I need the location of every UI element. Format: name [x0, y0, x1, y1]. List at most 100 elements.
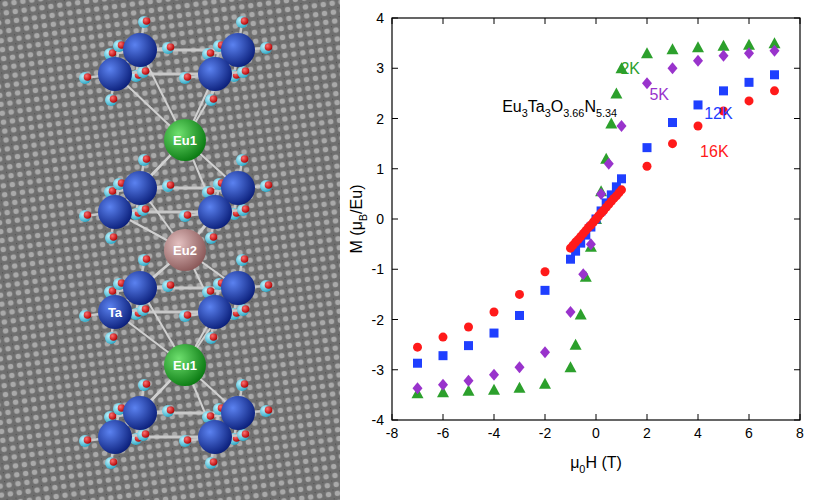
- anion: [138, 154, 150, 166]
- data-point: [694, 122, 703, 131]
- anion: [237, 204, 249, 216]
- anion: [105, 457, 117, 469]
- data-point: [668, 139, 677, 148]
- y-tick-right: [794, 219, 800, 220]
- x-tick-label: -2: [539, 425, 552, 441]
- y-tick: [392, 168, 398, 169]
- data-point: [610, 87, 622, 98]
- x-tick: [443, 414, 444, 420]
- data-point: [604, 158, 614, 170]
- structure-panel: Eu1Eu2Eu1Ta: [0, 0, 340, 500]
- y-axis-title: M (μB/Eu): [348, 185, 369, 254]
- y-tick-label: -1: [372, 261, 385, 277]
- text-run: 3.66: [563, 107, 584, 119]
- anion-o: [110, 458, 118, 466]
- y-tick-right: [794, 168, 800, 169]
- data-point: [515, 361, 525, 373]
- anions: [79, 16, 272, 469]
- x-tick-top: [443, 18, 444, 24]
- anion: [179, 72, 191, 84]
- anion-o: [143, 17, 151, 25]
- ta-atom: [123, 271, 157, 305]
- anion: [205, 94, 217, 106]
- x-tick: [698, 414, 699, 420]
- anion: [137, 304, 149, 316]
- y-tick-label: -2: [372, 312, 385, 328]
- anion: [105, 332, 117, 344]
- y-tick-label: 4: [376, 10, 384, 26]
- x-tick: [545, 414, 546, 420]
- x-tick-label: 0: [592, 425, 600, 441]
- anion-o: [184, 311, 192, 319]
- data-point: [693, 55, 703, 67]
- data-point: [464, 341, 473, 350]
- x-tick-top: [647, 18, 648, 24]
- ta-atom: [198, 420, 232, 454]
- anion-o: [207, 287, 215, 295]
- data-point: [745, 96, 754, 105]
- anion-o: [142, 67, 150, 75]
- data-point: [744, 47, 754, 59]
- x-tick: [749, 414, 750, 420]
- text-run: M (μ: [348, 221, 365, 253]
- y-tick: [392, 269, 398, 270]
- data-point: [464, 323, 473, 332]
- anion: [79, 435, 91, 447]
- series-label: 2K: [620, 60, 640, 77]
- data-point: [515, 311, 524, 320]
- ta-atom: [98, 420, 132, 454]
- data-point: [668, 118, 677, 127]
- data-point: [596, 188, 606, 200]
- data-point: [586, 238, 596, 250]
- data-point: [667, 43, 679, 54]
- anion-o: [265, 43, 273, 51]
- data-point: [439, 351, 448, 360]
- x-tick-label: 8: [796, 425, 804, 441]
- anion: [162, 42, 174, 54]
- anion-o: [210, 95, 218, 103]
- data-point: [694, 100, 703, 109]
- x-tick-top: [545, 18, 546, 24]
- data-point: [719, 50, 729, 62]
- y-tick: [392, 319, 398, 320]
- anion: [105, 94, 117, 106]
- series-label: 5K: [649, 86, 669, 103]
- text-run: N: [584, 98, 596, 115]
- anion: [137, 429, 149, 441]
- y-tick: [392, 219, 398, 220]
- anion: [236, 379, 248, 391]
- anion: [179, 210, 191, 222]
- anion-o: [167, 181, 175, 189]
- anion: [162, 180, 174, 192]
- anion: [162, 280, 174, 292]
- data-point: [617, 120, 627, 132]
- annotation: Eu3Ta3O3.66N5.34: [502, 98, 617, 119]
- x-tick: [596, 414, 597, 420]
- anion-o: [84, 436, 92, 444]
- anion-o: [241, 380, 249, 388]
- anion-o: [167, 406, 175, 414]
- y-tick: [392, 68, 398, 69]
- data-point: [575, 308, 587, 319]
- y-tick: [392, 369, 398, 370]
- data-point: [514, 382, 526, 393]
- anion-o: [210, 458, 218, 466]
- eu-atom: [164, 119, 206, 161]
- text-run: Ta: [528, 98, 545, 115]
- data-point: [413, 359, 422, 368]
- data-point: [617, 174, 626, 183]
- data-point: [643, 143, 652, 152]
- x-tick: [494, 414, 495, 420]
- x-tick-label: 4: [694, 425, 702, 441]
- anion-o: [242, 430, 250, 438]
- data-point: [718, 40, 730, 51]
- data-point: [770, 45, 780, 57]
- anion: [138, 16, 150, 28]
- data-point: [539, 378, 551, 389]
- anion-o: [265, 406, 273, 414]
- data-point: [617, 185, 626, 194]
- y-tick-right: [794, 369, 800, 370]
- text-run: 5.34: [596, 107, 617, 119]
- anion-o: [184, 211, 192, 219]
- ta-atom: [123, 171, 157, 205]
